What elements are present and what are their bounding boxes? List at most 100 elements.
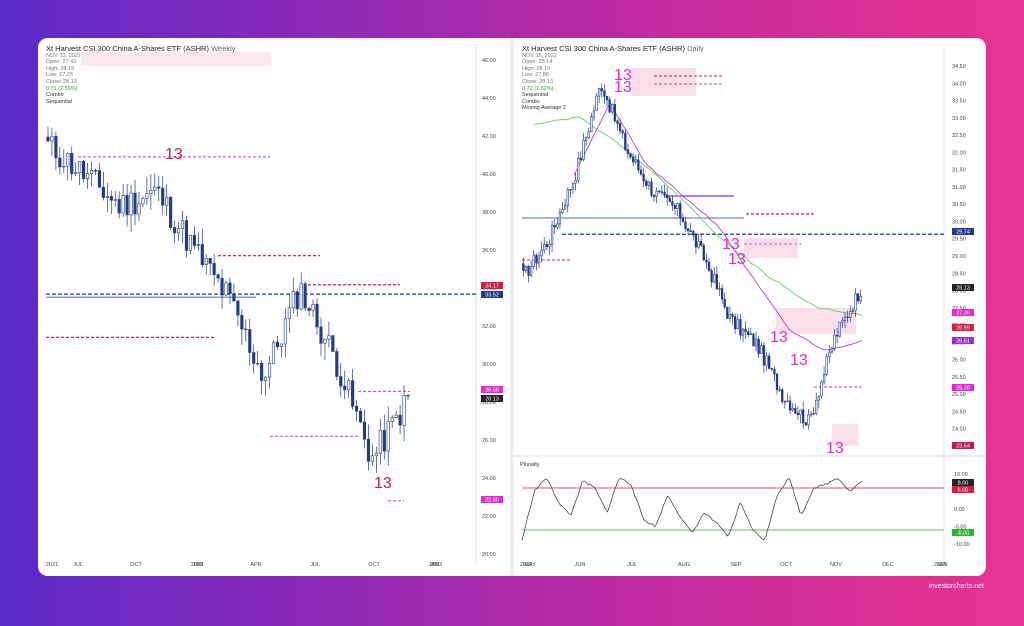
daily-candle bbox=[603, 90, 606, 97]
weekly-candle bbox=[149, 190, 153, 194]
daily-chart-canvas[interactable]: 1313131313131334.5034.0033.5033.0032.503… bbox=[514, 38, 986, 576]
daily-candle bbox=[726, 306, 729, 319]
daily-candle bbox=[540, 249, 543, 257]
x-tick-label: JUL bbox=[73, 562, 83, 568]
weekly-candle bbox=[50, 136, 54, 142]
weekly-candle bbox=[78, 161, 82, 173]
daily-candle bbox=[605, 96, 609, 101]
indicator-combo[interactable]: Combo bbox=[522, 98, 540, 105]
weekly-chart-panel[interactable]: 131346.0044.0042.0040.0038.0036.0034.003… bbox=[38, 38, 510, 576]
weekly-candle bbox=[378, 430, 382, 454]
weekly-candle bbox=[256, 362, 260, 365]
daily-candle bbox=[773, 368, 776, 375]
price-label: 27.36 bbox=[956, 311, 970, 317]
daily-candle bbox=[621, 130, 624, 134]
daily-candle bbox=[584, 137, 588, 141]
weekly-candle bbox=[153, 186, 157, 191]
y-tick-label: 25.50 bbox=[952, 375, 966, 381]
daily-candle bbox=[843, 316, 847, 321]
daily-candle bbox=[632, 156, 635, 163]
daily-candle bbox=[566, 189, 569, 206]
daily-candle bbox=[856, 293, 860, 302]
price-label: 26.99 bbox=[956, 326, 970, 332]
moving-average-fast bbox=[573, 105, 863, 351]
setup-13-annotation: 13 bbox=[614, 79, 632, 96]
weekly-candle bbox=[236, 300, 240, 316]
weekly-candle bbox=[275, 341, 280, 347]
daily-candle bbox=[757, 338, 760, 354]
weekly-candle bbox=[176, 228, 181, 234]
y-tick-label: 26.00 bbox=[952, 358, 966, 364]
x-tick-label: AUG bbox=[678, 562, 690, 568]
weekly-candle bbox=[271, 341, 276, 364]
weekly-candle bbox=[315, 303, 319, 328]
indicator-sequential[interactable]: Sequential bbox=[522, 92, 548, 99]
y-tick-label: 32.00 bbox=[482, 324, 496, 330]
x-tick-label: DEC bbox=[882, 562, 894, 568]
weekly-candle bbox=[366, 438, 371, 462]
x-tick-label: 2022 bbox=[520, 562, 532, 568]
setup-13-annotation: 13 bbox=[790, 352, 808, 369]
daily-candle bbox=[778, 389, 781, 391]
weekly-candle bbox=[62, 165, 66, 168]
y-tick-label: 30.50 bbox=[952, 202, 966, 208]
weekly-candle bbox=[129, 192, 133, 216]
daily-chart-panel[interactable]: 13 13 13 13 13 13 13 34.50 34.00 33.50 33.00 32.50 3… bbox=[514, 38, 986, 576]
daily-candle bbox=[569, 189, 572, 191]
daily-candle bbox=[553, 225, 556, 228]
weekly-candle bbox=[402, 395, 406, 426]
daily-candle bbox=[833, 334, 836, 349]
daily-candle bbox=[532, 254, 535, 267]
weekly-candle bbox=[406, 395, 410, 397]
setup-13-annotation: 13 bbox=[770, 329, 788, 346]
daily-candle bbox=[624, 132, 627, 150]
indicator-moving-average[interactable]: Moving Average 2 bbox=[522, 105, 566, 112]
y-tick-label: 24.50 bbox=[952, 409, 966, 415]
daily-candle bbox=[705, 259, 708, 263]
weekly-candle bbox=[358, 410, 363, 423]
daily-candle bbox=[590, 116, 593, 133]
indicator-sequential[interactable]: Sequential bbox=[46, 98, 72, 105]
daily-candle bbox=[838, 321, 841, 337]
weekly-candle bbox=[267, 363, 272, 378]
close-value: Close: 28.13 bbox=[46, 78, 77, 85]
price-label: 28.13 bbox=[485, 397, 499, 403]
y-tick-label: 24.00 bbox=[952, 427, 966, 433]
price-label: 34.17 bbox=[485, 284, 499, 290]
weekly-candle bbox=[331, 335, 335, 352]
y-tick-label: 34.50 bbox=[952, 64, 966, 70]
weekly-candle bbox=[339, 376, 343, 387]
daily-candle bbox=[731, 314, 734, 317]
weekly-chart-canvas[interactable]: 131346.0044.0042.0040.0038.0036.0034.003… bbox=[38, 38, 510, 576]
sub-price-label-bg bbox=[952, 479, 974, 486]
indicator-combo[interactable]: Combo bbox=[46, 92, 64, 99]
y-tick-label: 32.00 bbox=[952, 150, 966, 156]
y-tick-label: 34.00 bbox=[952, 81, 966, 87]
daily-candle bbox=[548, 244, 551, 247]
x-tick-label: OCT bbox=[780, 562, 792, 568]
weekly-candle bbox=[109, 196, 113, 201]
x-tick-label: APR bbox=[250, 562, 261, 568]
weekly-candle bbox=[113, 199, 117, 201]
daily-candle bbox=[700, 241, 703, 246]
weekly-chart-header: Xt Harvest CSI 300 China A-Shares ETF (A… bbox=[46, 45, 243, 105]
price-label: 26.61 bbox=[956, 339, 970, 345]
daily-candle bbox=[686, 228, 690, 232]
weekly-candle bbox=[200, 244, 204, 265]
daily-candle bbox=[799, 409, 802, 416]
daily-candle bbox=[715, 274, 718, 290]
weekly-candle bbox=[188, 234, 192, 251]
daily-candle bbox=[768, 355, 771, 369]
close-value: Close: 28.13 bbox=[522, 78, 553, 85]
price-label-bg bbox=[952, 309, 974, 316]
daily-candle bbox=[718, 288, 721, 290]
daily-chart-header: Xt Harvest CSI 300 China A-Shares ETF (A… bbox=[522, 45, 711, 112]
daily-candle bbox=[629, 153, 632, 158]
weekly-candle bbox=[374, 452, 378, 457]
price-label-bg bbox=[952, 284, 974, 291]
weekly-candle bbox=[196, 244, 200, 246]
daily-candle bbox=[817, 395, 820, 401]
weekly-candle bbox=[287, 307, 291, 320]
daily-candle bbox=[571, 182, 575, 190]
x-tick-label: MAY bbox=[524, 562, 536, 568]
